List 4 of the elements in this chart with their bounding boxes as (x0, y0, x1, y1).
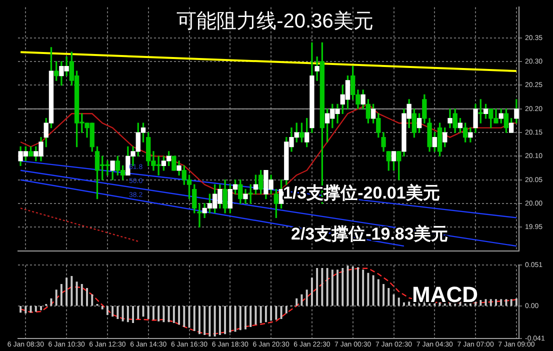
chart-title: 可能阻力线-20.36美元 (176, 10, 374, 33)
line-series (20, 268, 518, 334)
candlestick (197, 203, 202, 228)
annotation: MACD (412, 282, 478, 308)
